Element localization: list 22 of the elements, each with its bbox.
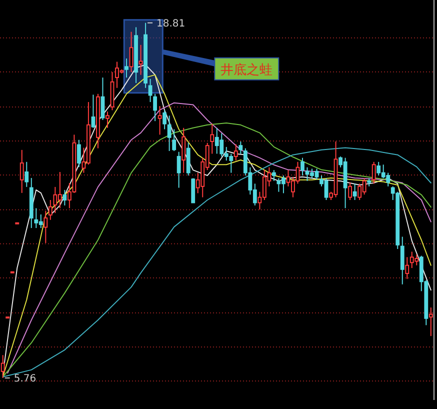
candlestick xyxy=(129,31,134,73)
candlestick xyxy=(210,123,214,154)
candlestick xyxy=(0,354,5,378)
candlestick xyxy=(138,44,143,76)
candlestick xyxy=(20,149,24,194)
candlestick xyxy=(134,26,138,84)
candlestick xyxy=(62,189,67,206)
candlestick xyxy=(124,58,128,78)
candlestick xyxy=(167,115,172,152)
candlestick xyxy=(405,256,410,280)
candlestick xyxy=(182,127,186,174)
candlestick xyxy=(48,200,52,220)
annotation: 井底之蛙 xyxy=(220,62,273,78)
annotation: 5.76 xyxy=(14,373,36,384)
candlestick xyxy=(144,22,148,88)
candlestick xyxy=(158,106,162,136)
candlestick xyxy=(29,177,34,229)
candlestick xyxy=(428,306,433,337)
candlestick xyxy=(400,236,404,285)
candlestick xyxy=(272,170,276,182)
candlestick xyxy=(162,110,167,130)
candlestick xyxy=(44,210,48,244)
